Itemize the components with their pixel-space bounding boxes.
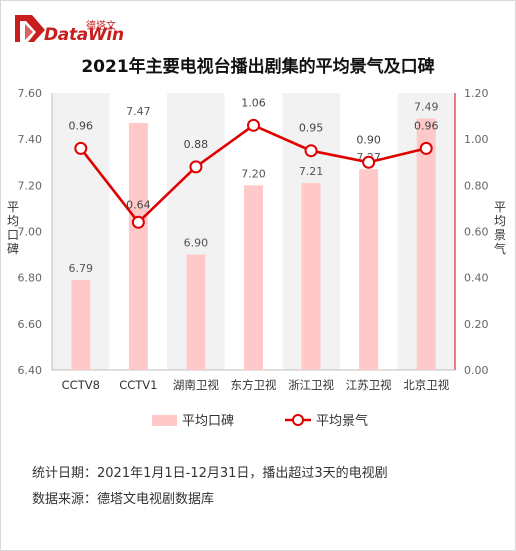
legend-line-marker — [292, 414, 304, 426]
line-point-CCTV1 — [131, 215, 145, 229]
line-point-湖南卫视 — [189, 160, 203, 174]
bar-value-label: 6.79 — [69, 262, 94, 275]
note-data-source: 数据来源：德塔文电视剧数据库 — [32, 492, 215, 507]
line-value-label: 1.06 — [241, 96, 266, 109]
y-right-tick-label: 0.40 — [464, 272, 489, 285]
bar-value-label: 7.49 — [414, 100, 439, 113]
y-right-tick-label: 0.80 — [464, 179, 489, 192]
x-tick-label: 江苏卫视 — [346, 378, 392, 392]
bar-浙江卫视 — [301, 183, 321, 370]
x-tick-label: 湖南卫视 — [173, 378, 219, 392]
y-left-tick-label: 6.40 — [18, 364, 43, 377]
line-point-北京卫视 — [419, 141, 433, 155]
y-right-tick-label: 1.20 — [464, 87, 489, 100]
x-tick-label: 北京卫视 — [403, 378, 449, 392]
line-value-label: 0.90 — [356, 133, 381, 146]
y-left-tick-label: 6.80 — [18, 272, 43, 285]
line-value-label: 0.95 — [299, 122, 324, 135]
line-value-label: 0.88 — [184, 138, 209, 151]
legend-line-label: 平均景气 — [316, 413, 368, 429]
y-left-tick-label: 7.60 — [18, 87, 43, 100]
bar-value-label: 6.90 — [184, 237, 209, 250]
chart-title: 2021年主要电视台播出剧集的平均景气及口碑 — [81, 57, 435, 77]
x-tick-label: 浙江卫视 — [288, 378, 334, 392]
y-right-tick-label: 0.60 — [464, 226, 489, 239]
line-value-label: 0.96 — [414, 119, 439, 132]
bar-CCTV1 — [128, 123, 148, 370]
note-stat-date: 统计日期：2021年1月1日-12月31日，播出超过3天的电视剧 — [32, 466, 388, 481]
y-left-tick-label: 6.60 — [18, 318, 43, 331]
x-tick-label: CCTV1 — [119, 378, 157, 392]
bar-value-label: 7.20 — [241, 167, 266, 180]
bar-江苏卫视 — [359, 169, 379, 370]
bar-北京卫视 — [416, 118, 436, 371]
logo-name-en: DataWin — [44, 25, 124, 45]
y-left-axis-title-char: 平 — [7, 200, 19, 214]
y-right-axis-title-char: 气 — [494, 241, 506, 256]
line-point-CCTV8 — [74, 141, 88, 155]
y-left-axis-title-char: 碑 — [7, 241, 19, 256]
y-left-tick-label: 7.20 — [18, 179, 43, 192]
x-tick-label: CCTV8 — [62, 378, 100, 392]
y-right-axis-title-char: 平 — [494, 200, 506, 214]
bar-湖南卫视 — [186, 254, 206, 370]
line-point-江苏卫视 — [362, 155, 376, 169]
y-left-axis-title-char: 均 — [7, 214, 19, 228]
bar-value-label: 7.21 — [299, 165, 324, 178]
y-right-axis-title-char: 景 — [494, 228, 506, 242]
legend-bar-label: 平均口碑 — [182, 413, 234, 429]
line-point-东方卫视 — [247, 118, 260, 132]
bar-东方卫视 — [244, 185, 263, 370]
y-right-axis-title-char: 均 — [494, 214, 506, 228]
line-value-label: 0.96 — [69, 119, 94, 132]
y-right-tick-label: 0.00 — [464, 364, 489, 377]
datawin-logo — [15, 15, 45, 42]
legend-bar-swatch — [152, 415, 177, 426]
logo-name-cn: 德塔文 — [86, 21, 116, 32]
x-tick-label: 东方卫视 — [231, 378, 277, 392]
line-value-label: 0.64 — [126, 198, 151, 211]
logo-mark-icon — [15, 15, 45, 42]
bar-value-label: 7.47 — [126, 105, 151, 118]
line-point-浙江卫视 — [304, 144, 318, 158]
y-right-tick-label: 1.00 — [464, 133, 489, 146]
y-left-tick-label: 7.40 — [18, 133, 43, 146]
y-right-tick-label: 0.20 — [464, 318, 489, 331]
bar-CCTV8 — [71, 279, 91, 370]
y-left-axis-title-char: 口 — [7, 228, 19, 242]
y-left-tick-label: 7.00 — [18, 226, 43, 239]
